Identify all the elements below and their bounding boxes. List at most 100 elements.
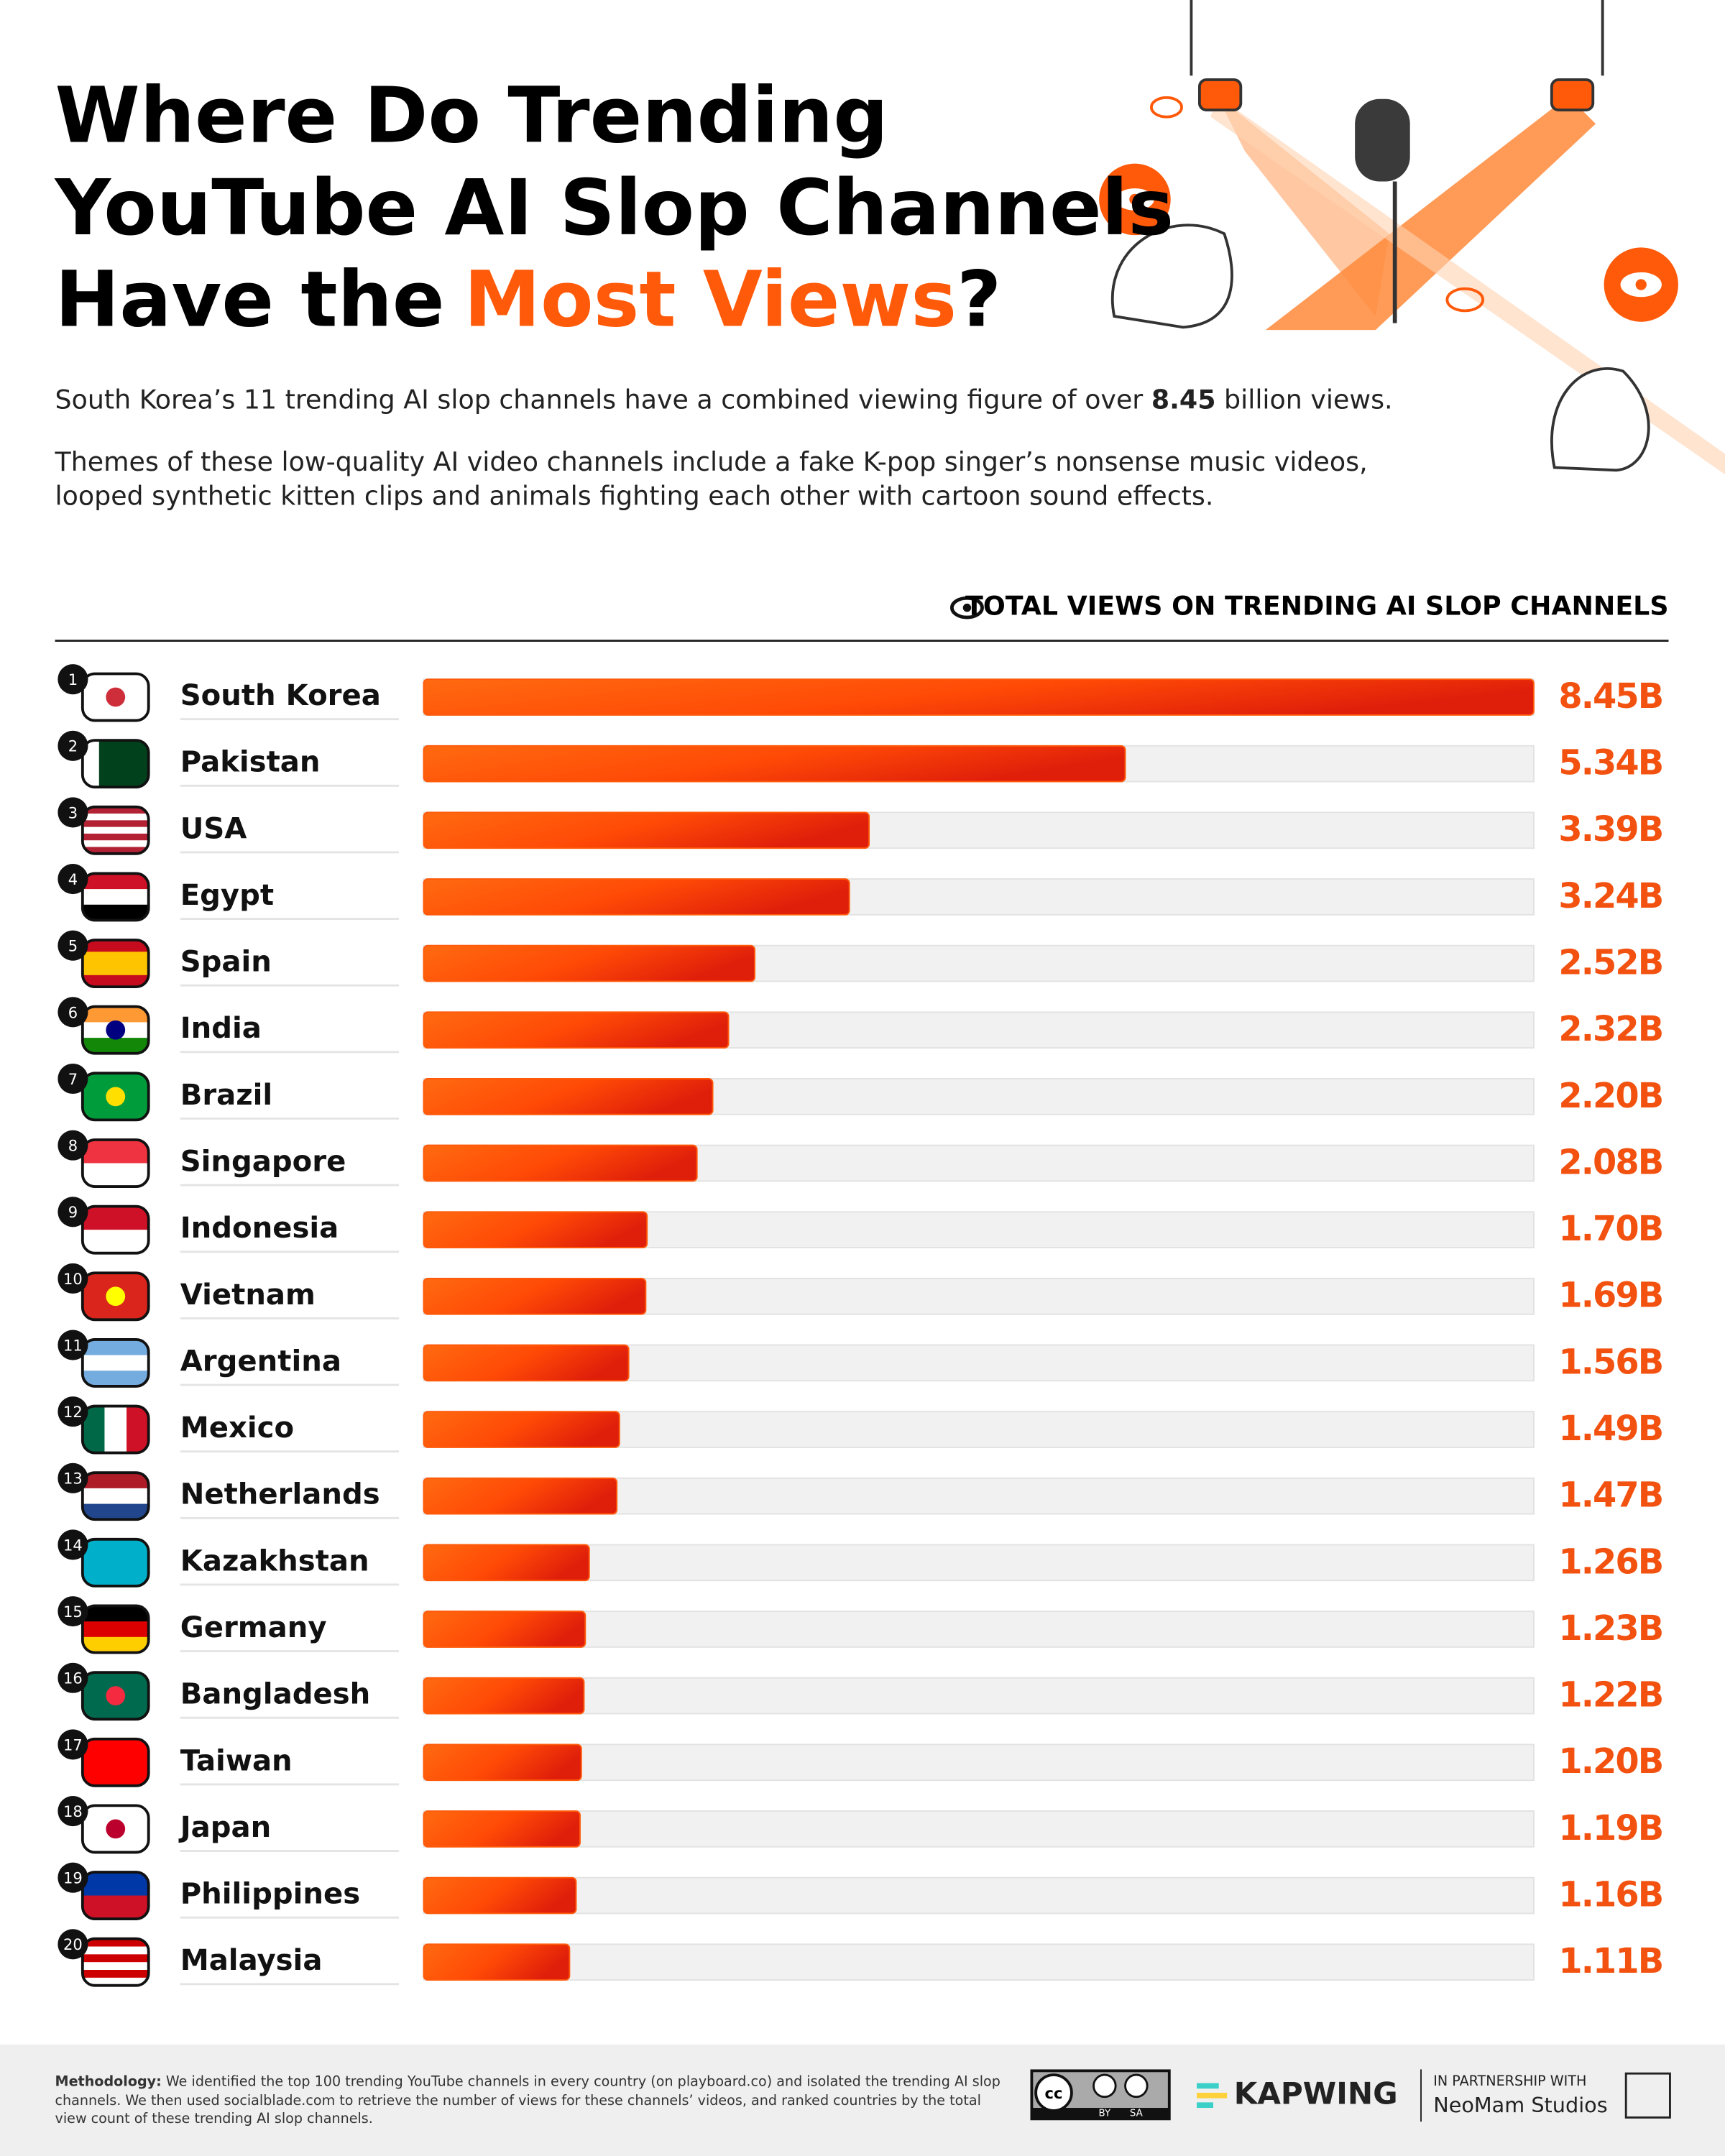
bar bbox=[423, 1078, 714, 1115]
bar bbox=[423, 1144, 698, 1182]
rank: 15 bbox=[63, 1603, 83, 1621]
flag-stripe bbox=[82, 975, 149, 987]
flag bbox=[82, 1339, 149, 1386]
category-label: Vietnam bbox=[180, 1279, 316, 1312]
license-badge: cc BY SA bbox=[1030, 2069, 1171, 2121]
rank: 11 bbox=[63, 1336, 83, 1354]
flag-border bbox=[80, 1804, 150, 1854]
bar-track bbox=[423, 1943, 1535, 1981]
rank: 6 bbox=[68, 1003, 78, 1021]
flag-stripe bbox=[82, 1738, 149, 1786]
title-part: ? bbox=[957, 256, 1001, 345]
category-label: Singapore bbox=[180, 1146, 346, 1179]
flag bbox=[82, 1406, 149, 1453]
rank-badge bbox=[58, 1862, 88, 1893]
license-by: BY bbox=[1099, 2109, 1111, 2119]
bar bbox=[423, 1876, 577, 1915]
title: Have the Most Views? bbox=[55, 256, 1002, 345]
value-label: 2.08B bbox=[1558, 1143, 1662, 1182]
category-label: Pakistan bbox=[180, 746, 321, 779]
rank: 10 bbox=[63, 1270, 83, 1288]
bar-track bbox=[423, 1810, 1535, 1848]
flag-stripe bbox=[82, 1977, 149, 1986]
rank: 4 bbox=[68, 870, 78, 888]
rank-badge bbox=[58, 1729, 88, 1760]
flag-stripe bbox=[82, 889, 149, 906]
value-label: 1.19B bbox=[1558, 1809, 1662, 1848]
themes: looped synthetic kitten clips and animal… bbox=[55, 481, 1214, 512]
flag bbox=[82, 1006, 149, 1054]
bar bbox=[423, 1544, 590, 1582]
value-label: 1.22B bbox=[1558, 1676, 1662, 1715]
rank: 2 bbox=[68, 737, 78, 755]
flag-border bbox=[80, 672, 150, 722]
rank: 9 bbox=[68, 1203, 78, 1221]
category-label: Philippines bbox=[180, 1878, 360, 1911]
flag-border bbox=[80, 1072, 150, 1122]
flag-border bbox=[80, 1404, 150, 1455]
category-label: Japan bbox=[178, 1811, 272, 1844]
flag-stripe bbox=[82, 840, 149, 848]
value-label: 1.69B bbox=[1558, 1276, 1662, 1316]
rank: 14 bbox=[63, 1536, 83, 1554]
methodology-text: channels. We then used socialblade.com t… bbox=[55, 2092, 981, 2109]
flag-stripe bbox=[82, 814, 149, 821]
flag bbox=[82, 1273, 149, 1320]
value-label: 3.24B bbox=[1558, 877, 1662, 916]
flag bbox=[82, 1606, 149, 1653]
rank-badge bbox=[58, 1197, 88, 1227]
bar bbox=[423, 1477, 618, 1515]
rank: 5 bbox=[68, 937, 78, 955]
partner-logo bbox=[1624, 2072, 1671, 2119]
flag-border bbox=[80, 1138, 150, 1188]
flag-border bbox=[80, 939, 150, 989]
flag-stripe bbox=[82, 1339, 149, 1356]
flag-emblem bbox=[106, 1020, 126, 1040]
bar bbox=[423, 1011, 730, 1049]
bar bbox=[423, 1943, 571, 1981]
partner-label: IN PARTNERSHIP WITH bbox=[1433, 2073, 1586, 2089]
flag bbox=[82, 806, 149, 854]
rank-badge bbox=[58, 1795, 88, 1827]
rank-badge bbox=[58, 1662, 88, 1693]
category-label: Brazil bbox=[180, 1079, 272, 1112]
rank-badge bbox=[58, 997, 88, 1028]
flag-stripe bbox=[82, 1539, 149, 1586]
category-label: Netherlands bbox=[180, 1478, 380, 1511]
value-label: 8.45B bbox=[1558, 677, 1662, 717]
value-label: 1.16B bbox=[1558, 1875, 1662, 1915]
license-sa: SA bbox=[1130, 2109, 1144, 2119]
bar bbox=[423, 1810, 581, 1848]
flag-border bbox=[80, 1204, 150, 1255]
rank-badge bbox=[58, 1529, 88, 1560]
bar-track bbox=[423, 1876, 1535, 1915]
bar bbox=[423, 1743, 582, 1782]
flag-stripe bbox=[82, 1962, 149, 1971]
flag bbox=[82, 1139, 149, 1187]
flag-border bbox=[80, 1737, 150, 1787]
bar bbox=[423, 878, 850, 916]
flag-stripe bbox=[126, 1406, 149, 1453]
flag-stripe bbox=[82, 1038, 149, 1054]
flag-stripe bbox=[82, 1954, 149, 1963]
value-label: 1.20B bbox=[1558, 1742, 1662, 1782]
flag-border bbox=[80, 1537, 150, 1588]
flag bbox=[82, 1872, 149, 1920]
category-label: Spain bbox=[180, 946, 272, 979]
methodology-text: We identified the top 100 trending YouTu… bbox=[162, 2073, 1000, 2089]
bar bbox=[423, 1611, 586, 1648]
flag-border bbox=[80, 1471, 150, 1521]
category-label: Kazakhstan bbox=[180, 1544, 369, 1577]
rank-badge bbox=[58, 1330, 88, 1360]
flag-stripe bbox=[82, 1895, 149, 1920]
flag-stripe bbox=[82, 1006, 149, 1023]
flag-stripe bbox=[82, 1503, 149, 1520]
brand: KAPWING bbox=[1234, 2076, 1398, 2111]
bar bbox=[423, 678, 1535, 716]
rank-badge bbox=[58, 1596, 88, 1627]
flag-stripe bbox=[98, 740, 149, 788]
flag-stripe bbox=[82, 963, 149, 976]
category-label: India bbox=[180, 1012, 262, 1045]
rank-badge bbox=[58, 1130, 88, 1161]
